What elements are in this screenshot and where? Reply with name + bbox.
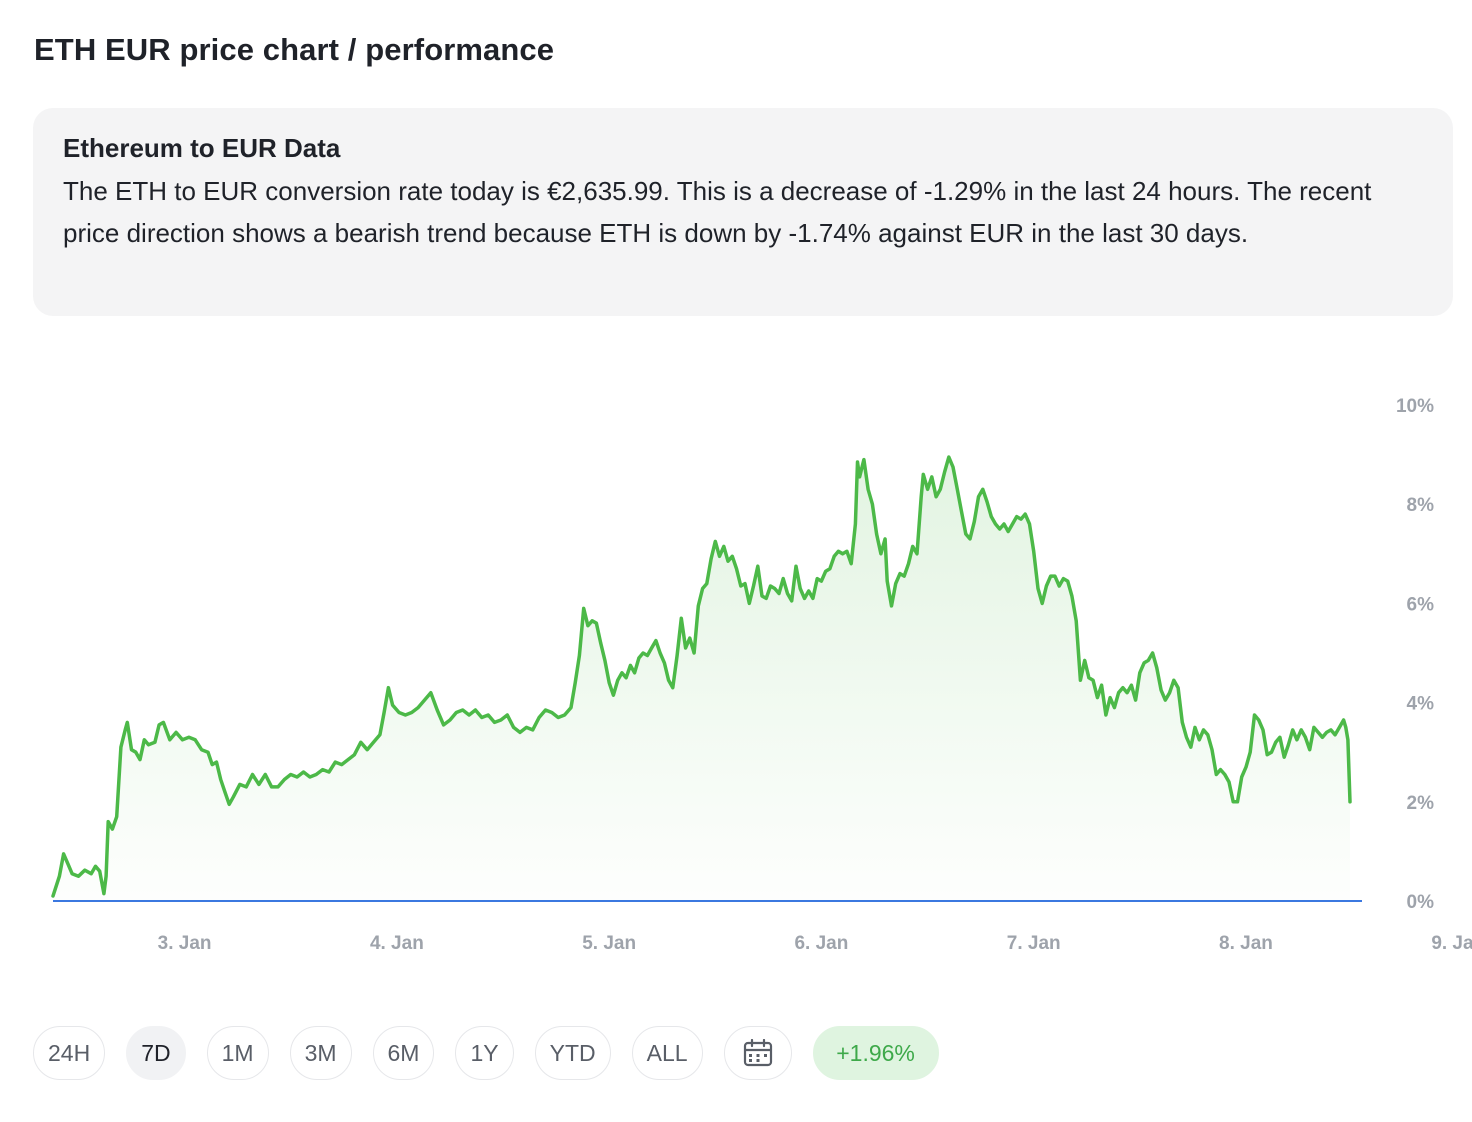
x-tick-label: 8. Jan (1219, 933, 1273, 954)
info-body: The ETH to EUR conversion rate today is … (63, 176, 1372, 248)
y-tick-label: 10% (1396, 396, 1434, 417)
calendar-icon (743, 1039, 772, 1067)
range-button-all[interactable]: ALL (631, 1026, 703, 1080)
calendar-button[interactable] (723, 1026, 792, 1080)
x-tick-label: 6. Jan (794, 933, 848, 954)
y-tick-label: 2% (1407, 793, 1435, 814)
y-tick-label: 8% (1407, 495, 1435, 516)
range-button-24h[interactable]: 24H (33, 1026, 106, 1080)
x-tick-label: 7. Jan (1007, 933, 1061, 954)
price-chart: 0% 2% 4% 6% 8% 10% 3. Jan 4. Jan 5. Jan 6. Jan 7.… (51, 396, 1472, 954)
info-heading: Ethereum to EUR Data (63, 133, 341, 163)
x-tick-label: 4. Jan (370, 933, 424, 954)
x-tick-label: 9. Jan (1431, 933, 1472, 954)
x-tick-label: 5. Jan (582, 933, 636, 954)
performance-change-badge: +1.96% (812, 1026, 939, 1080)
range-button-7d[interactable]: 7D (126, 1026, 186, 1080)
range-button-3m[interactable]: 3M (289, 1026, 352, 1080)
page-title: ETH EUR price chart / performance (34, 32, 555, 67)
price-area (53, 457, 1350, 901)
range-button-1m[interactable]: 1M (206, 1026, 269, 1080)
range-button-1y[interactable]: 1Y (455, 1026, 514, 1080)
y-axis: 0% 2% 4% 6% 8% 10% (1396, 396, 1434, 913)
range-button-ytd[interactable]: YTD (534, 1026, 611, 1080)
range-button-6m[interactable]: 6M (372, 1026, 435, 1080)
price-line (51, 455, 1352, 898)
y-tick-label: 6% (1407, 594, 1435, 615)
y-tick-label: 4% (1407, 694, 1435, 715)
y-tick-label: 0% (1407, 892, 1435, 913)
x-tick-label: 3. Jan (158, 933, 212, 954)
info-box: Ethereum to EUR Data The ETH to EUR conv… (33, 108, 1453, 316)
range-controls: 24H 7D 1M 3M 6M 1Y YTD ALL +1.96% (33, 1026, 960, 1080)
x-axis: 3. Jan 4. Jan 5. Jan 6. Jan 7. Jan 8. Jan 9. J… (158, 933, 1472, 954)
